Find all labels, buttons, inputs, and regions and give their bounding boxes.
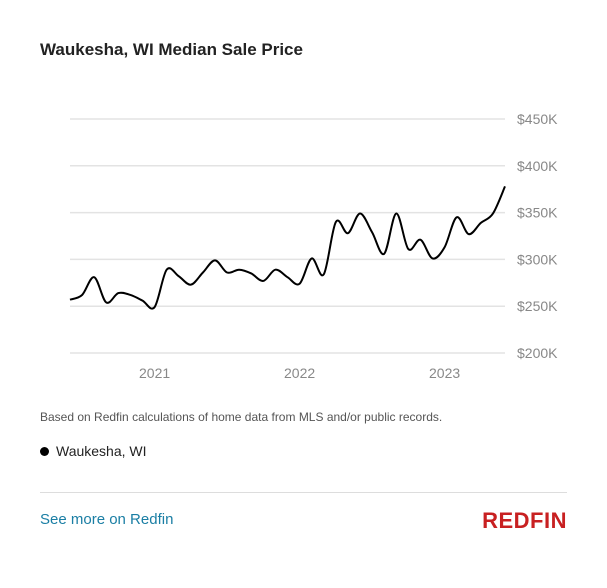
legend-marker xyxy=(40,446,49,456)
chart-title: Waukesha, WI Median Sale Price xyxy=(40,40,303,59)
line-chart: $200K $250K $300K $350K $400K $450K 2021 2022 20… xyxy=(69,111,558,381)
y-tick-label: $350K xyxy=(517,205,558,221)
y-tick-label: $200K xyxy=(517,345,558,361)
y-tick-label: $250K xyxy=(517,298,558,314)
legend-label: Waukesha, WI xyxy=(56,443,147,459)
y-tick-label: $300K xyxy=(517,251,558,267)
source-note: Based on Redfin calculations of home dat… xyxy=(40,410,443,424)
x-tick-label: 2021 xyxy=(139,365,170,381)
x-tick-label: 2023 xyxy=(429,365,460,381)
legend: Waukesha, WI xyxy=(40,443,147,459)
x-tick-label: 2022 xyxy=(284,365,315,381)
see-more-link[interactable]: See more on Redfin xyxy=(40,511,174,528)
divider xyxy=(40,492,567,493)
redfin-logo[interactable]: REDFIN xyxy=(482,508,567,533)
y-tick-label: $400K xyxy=(517,158,558,174)
series-line xyxy=(69,185,506,310)
y-tick-label: $450K xyxy=(517,111,558,127)
